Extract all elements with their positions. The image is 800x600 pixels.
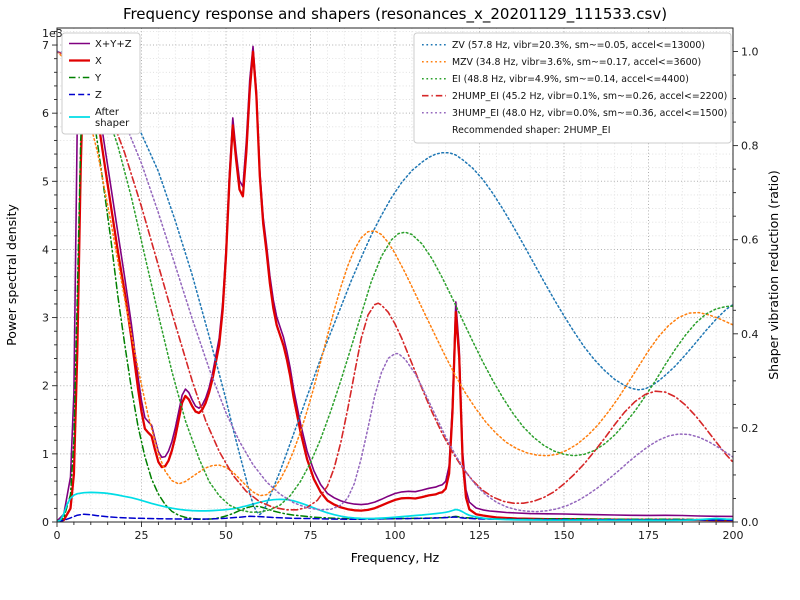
x-tick-label: 150: [554, 529, 575, 542]
legend-label-after_shaper: shaper: [95, 118, 130, 129]
legend-shapers: ZV (57.8 Hz, vibr=20.3%, sm~=0.05, accel…: [413, 32, 732, 144]
y-tick-label: 6: [42, 107, 49, 120]
legend-recommended-note: Recommended shaper: 2HUMP_EI: [452, 125, 611, 136]
y-tick-label: 1: [42, 448, 49, 461]
curve-ei: [57, 50, 733, 513]
legend-label-ei: EI (48.8 Hz, vibr=4.9%, sm~=0.14, accel<…: [452, 74, 689, 85]
legend-shapers-frame: [413, 32, 732, 144]
y-tick-label: 3: [42, 312, 49, 325]
y-tick-label: 7: [42, 39, 49, 52]
x-tick-label: 25: [135, 529, 149, 542]
axis-ticks: 0 25 50 75 100 125 150 175 200 0 1 2 3 4 5 6 7 0.0 0.2 0.4 0…: [42, 30, 759, 542]
x-tick-label: 0: [54, 529, 61, 542]
y-right-tick-label: 0.0: [741, 516, 759, 529]
legend-label-mzv: MZV (34.8 Hz, vibr=3.6%, sm~=0.17, accel…: [452, 57, 701, 68]
curve-y: [57, 74, 733, 522]
x-tick-label: 175: [638, 529, 659, 542]
legend-label-z: Z: [95, 90, 102, 101]
y-tick-label: 5: [42, 175, 49, 188]
x-tick-label: 75: [304, 529, 318, 542]
legend-label-x: X: [95, 56, 102, 67]
x-tick-label: 50: [219, 529, 233, 542]
curve-3hump_ei: [57, 50, 733, 513]
curve-x: [57, 50, 733, 522]
curve-mzv: [57, 50, 733, 497]
y-tick-label: 4: [42, 243, 49, 256]
y-right-tick-label: 0.4: [741, 328, 759, 341]
legend-label-y: Y: [94, 73, 102, 84]
curve-2hump_ei: [57, 50, 733, 511]
y-tick-label: 2: [42, 380, 49, 393]
x-tick-label: 100: [385, 529, 406, 542]
y-right-tick-label: 0.2: [741, 422, 759, 435]
y-tick-label: 0: [42, 516, 49, 529]
legend-label-sum: X+Y+Z: [95, 39, 132, 50]
x-axis-label: Frequency, Hz: [351, 550, 440, 565]
legend-label-after_shaper: After: [95, 107, 120, 118]
legend-psd-frame: [61, 32, 141, 135]
legend-label-zv: ZV (57.8 Hz, vibr=20.3%, sm~=0.05, accel…: [452, 40, 705, 51]
y-right-tick-label: 0.6: [741, 234, 759, 247]
x-tick-label: 200: [723, 529, 744, 542]
y-axis-label-right: Shaper vibration reduction (ratio): [766, 170, 781, 380]
legend-label-3hump_ei: 3HUMP_EI (48.0 Hz, vibr=0.0%, sm~=0.36, …: [452, 108, 727, 119]
series-layer: [57, 37, 733, 522]
y-axis-label-left: Power spectral density: [4, 204, 19, 346]
legend-label-2hump_ei: 2HUMP_EI (45.2 Hz, vibr=0.1%, sm~=0.26, …: [452, 91, 727, 102]
x-tick-label: 125: [469, 529, 490, 542]
y-right-tick-label: 0.8: [741, 140, 759, 153]
y-right-tick-label: 1.0: [741, 46, 759, 59]
curve-after_shaper: [57, 491, 733, 522]
chart-title: Frequency response and shapers (resonanc…: [123, 5, 667, 24]
y-axis-offset-text: 1e3: [42, 27, 63, 40]
